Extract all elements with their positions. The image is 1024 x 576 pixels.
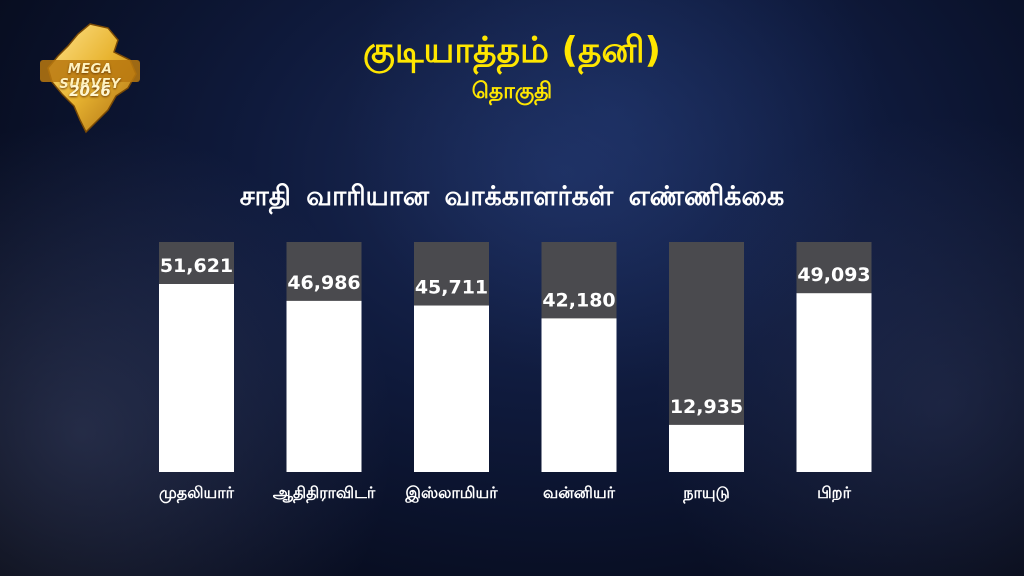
category-label: நாயுடு	[682, 483, 730, 503]
category-label: ஆதிதிராவிடர்	[273, 483, 376, 503]
mega-survey-logo: MEGA SURVEY 2026	[38, 22, 142, 134]
bar	[541, 318, 617, 472]
bar	[414, 305, 489, 472]
bar-value-label: 42,180	[542, 289, 615, 311]
category-label: பிறர்	[817, 483, 851, 502]
bar-value-label: 49,093	[797, 264, 870, 286]
bar-value-label: 45,711	[415, 277, 488, 299]
bar-value-label: 12,935	[670, 396, 743, 418]
category-label: வன்னியர்	[543, 483, 616, 502]
chart-title: சாதி வாரியான வாக்காளர்கள் எண்ணிக்கை	[239, 181, 785, 212]
bar	[286, 300, 362, 472]
category-label: இஸ்லாமியர்	[404, 483, 498, 503]
bar-value-label: 51,621	[160, 255, 233, 277]
logo-year: 2026	[69, 82, 111, 100]
category-label: முதலியார்	[159, 483, 235, 503]
tamil-nadu-map-icon	[40, 23, 140, 134]
page-subtitle: தொகுதி	[471, 79, 553, 104]
logo-title: MEGA SURVEY	[59, 62, 121, 92]
bar	[669, 424, 744, 472]
bar	[159, 284, 234, 472]
bar	[796, 293, 872, 472]
bar-value-label: 46,986	[287, 272, 360, 294]
page-title: குடியாத்தம் (தனி)	[363, 30, 661, 71]
